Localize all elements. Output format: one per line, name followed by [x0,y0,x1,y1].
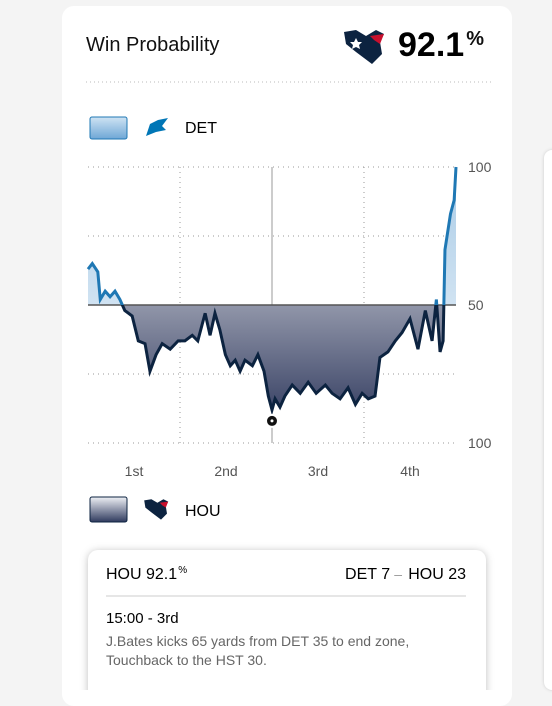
texans-logo [344,30,384,64]
win-probability: 92.1 [398,26,464,64]
y-tick-label: 50 [468,297,484,313]
play-marker-dot [270,419,274,423]
side-card [544,150,552,690]
play-time: 15:00 - 3rd [106,610,179,627]
score-separator: – [394,566,402,582]
y-tick-label: 100 [468,159,492,175]
area-home [88,305,456,410]
line-home [120,305,446,416]
legend-swatch [89,496,128,523]
legend-label: HOU [185,503,221,520]
away-score: DET 7 [345,566,390,583]
y-tick-label: 100 [468,435,492,451]
page: 92.1 HOU 92.1 % HOU 23 – DET 7 15:00 - 3… [62,6,552,706]
home-score: HOU 23 [408,566,466,583]
play-card [88,550,486,690]
lions-logo [146,118,168,136]
probability-unit: % [466,28,484,50]
card-probability: HOU 92.1 [106,566,177,583]
legend-swatch [89,116,128,140]
chart: 92.1 HOU 92.1 % HOU 23 – DET 7 15:00 - 3… [86,26,492,690]
play-description: J.Bates kicks 65 yards from DET 35 to en… [106,633,410,668]
x-tick-label: 4th [400,463,419,479]
texans-logo [144,499,169,520]
x-tick-label: 2nd [214,463,237,479]
x-tick-label: 1st [125,463,144,479]
x-tick-label: 3rd [308,463,328,479]
card-unit: % [178,565,187,576]
legend-label: DET [185,120,217,137]
header-title: Win Probability [86,34,220,56]
